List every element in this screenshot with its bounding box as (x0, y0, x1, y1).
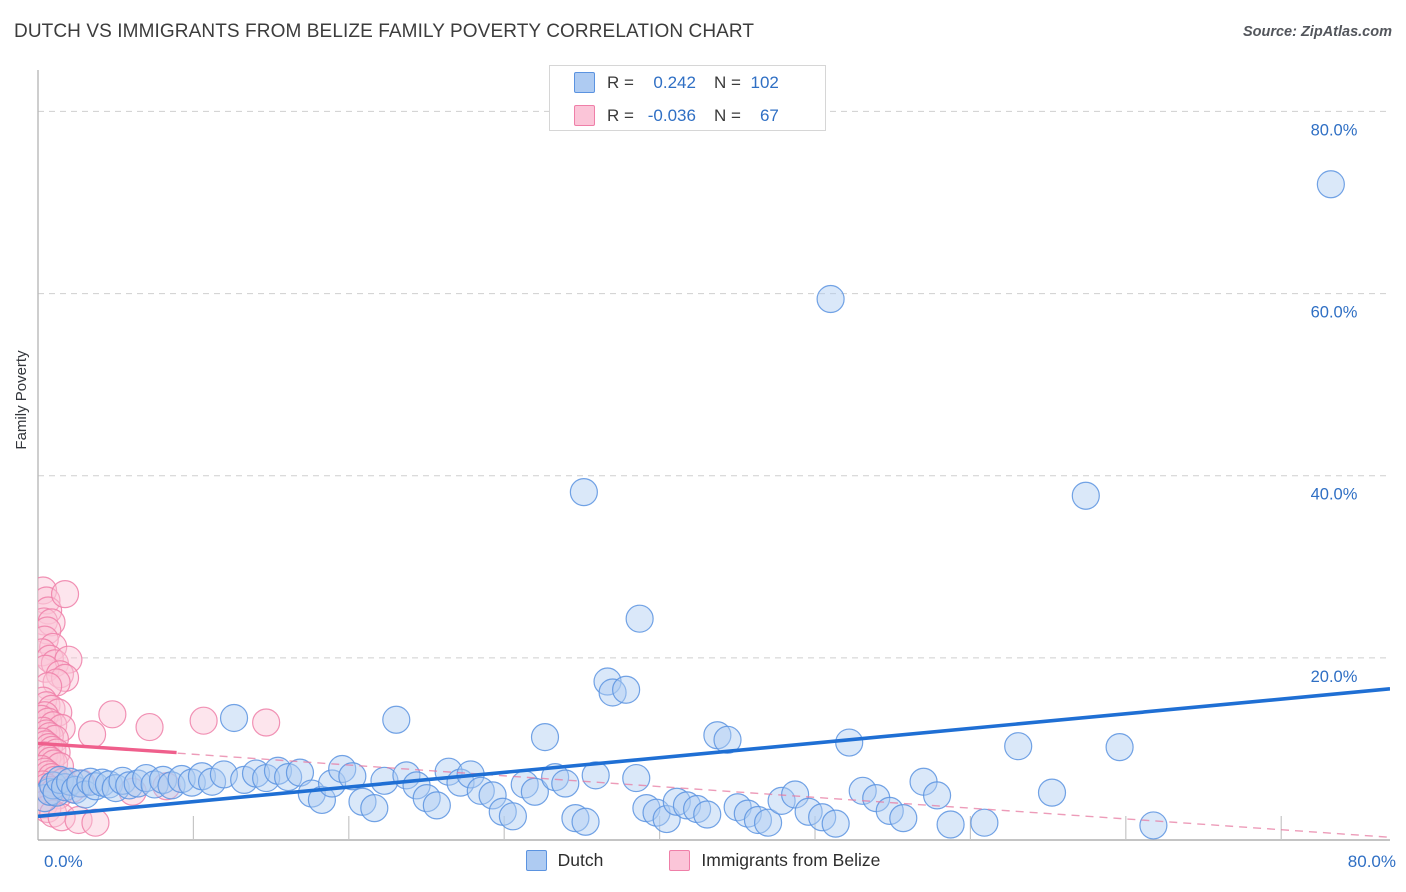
data-point (140, 770, 169, 799)
series-label-belize: Immigrants from Belize (701, 850, 881, 870)
data-point (38, 671, 63, 701)
legend-n-value-dutch: 102 (750, 72, 779, 92)
data-point (77, 720, 107, 749)
series-label-dutch: Dutch (557, 850, 604, 870)
data-point (922, 781, 952, 810)
series-swatch-belize (669, 850, 691, 871)
trendline-belize-solid (38, 741, 177, 755)
legend-r-value-dutch: 0.242 (653, 72, 696, 92)
data-point (274, 763, 303, 792)
data-point (652, 804, 681, 834)
data-point (622, 763, 651, 793)
data-point (889, 804, 918, 833)
legend-r-value-belize: -0.036 (647, 105, 696, 125)
data-point (38, 586, 61, 615)
data-point (135, 712, 164, 742)
legend-n-label-belize: N = (713, 105, 741, 125)
data-point (382, 705, 411, 734)
data-point (753, 808, 783, 837)
data-point (115, 771, 144, 800)
series-legend-item-dutch[interactable]: Dutch (525, 850, 604, 871)
data-point (50, 580, 80, 609)
data-point (328, 754, 357, 784)
series-swatch-dutch (525, 850, 547, 871)
x-axis-max-label: 80.0% (1347, 852, 1396, 871)
series-legend: Dutch Immigrants from Belize (0, 850, 1406, 871)
trendline-dutch (38, 687, 1390, 819)
data-point (571, 807, 600, 836)
data-point (936, 810, 965, 839)
data-point (1004, 732, 1033, 761)
legend-row-belize: R = -0.036 N = 67 (550, 99, 825, 132)
data-point (693, 800, 722, 829)
data-point (38, 686, 58, 715)
data-point (625, 604, 654, 633)
data-point (561, 804, 590, 833)
data-point (338, 762, 367, 791)
y-axis-tick-60.0%: 60.0% (1311, 304, 1358, 322)
legend-swatch-belize (574, 105, 595, 126)
data-point (569, 478, 598, 507)
legend-r-label-dutch: R = (607, 72, 634, 92)
plot-background (38, 75, 1390, 840)
correlation-stats-legend: R = 0.242 N = 102 R = -0.036 N = 67 (549, 65, 826, 131)
data-point (970, 808, 999, 837)
legend-n-value-belize: 67 (759, 105, 779, 125)
data-point (123, 769, 152, 798)
data-point (821, 809, 850, 838)
data-point (412, 784, 441, 813)
points-layer (38, 170, 1390, 840)
data-point (360, 794, 389, 823)
y-axis-tick-40.0%: 40.0% (1311, 486, 1358, 504)
data-point (422, 791, 451, 820)
data-point (466, 776, 495, 805)
data-point (498, 802, 527, 831)
series-dutch (38, 170, 1345, 840)
y-axis-tick-80.0%: 80.0% (1311, 121, 1358, 139)
data-point (848, 776, 877, 805)
data-point (219, 703, 249, 733)
data-point (56, 767, 85, 796)
data-point (1105, 733, 1134, 762)
page-title: DUTCH VS IMMIGRANTS FROM BELIZE FAMILY P… (14, 21, 755, 42)
data-point (1037, 778, 1067, 807)
data-point (50, 663, 80, 692)
data-point (808, 803, 837, 832)
data-point (1139, 811, 1168, 840)
data-point (612, 675, 641, 704)
data-point (38, 608, 66, 637)
data-point (98, 700, 127, 729)
legend-row-dutch: R = 0.242 N = 102 (550, 66, 825, 99)
data-point (520, 777, 549, 806)
series-legend-item-belize[interactable]: Immigrants from Belize (669, 850, 880, 871)
data-point (1071, 481, 1100, 510)
legend-r-label-belize: R = (607, 105, 634, 125)
data-point (478, 781, 507, 810)
data-point (743, 805, 773, 835)
legend-swatch-dutch (574, 72, 595, 93)
x-axis-min-label: 0.0% (44, 852, 83, 871)
data-point (189, 706, 218, 735)
data-point (551, 769, 580, 798)
data-point (713, 725, 742, 754)
data-point (1316, 170, 1345, 199)
data-point (767, 786, 796, 815)
data-point (875, 796, 904, 825)
data-point (167, 764, 196, 794)
data-point (835, 728, 864, 757)
trendline-belize (38, 742, 1390, 838)
data-point (307, 785, 337, 815)
y-axis-tick-20.0%: 20.0% (1311, 668, 1358, 686)
source-attribution: Source: ZipAtlas.com (1242, 24, 1392, 40)
data-point (252, 708, 281, 737)
legend-n-label-dutch: N = (713, 72, 741, 92)
data-point (816, 284, 845, 314)
data-point (530, 722, 560, 752)
